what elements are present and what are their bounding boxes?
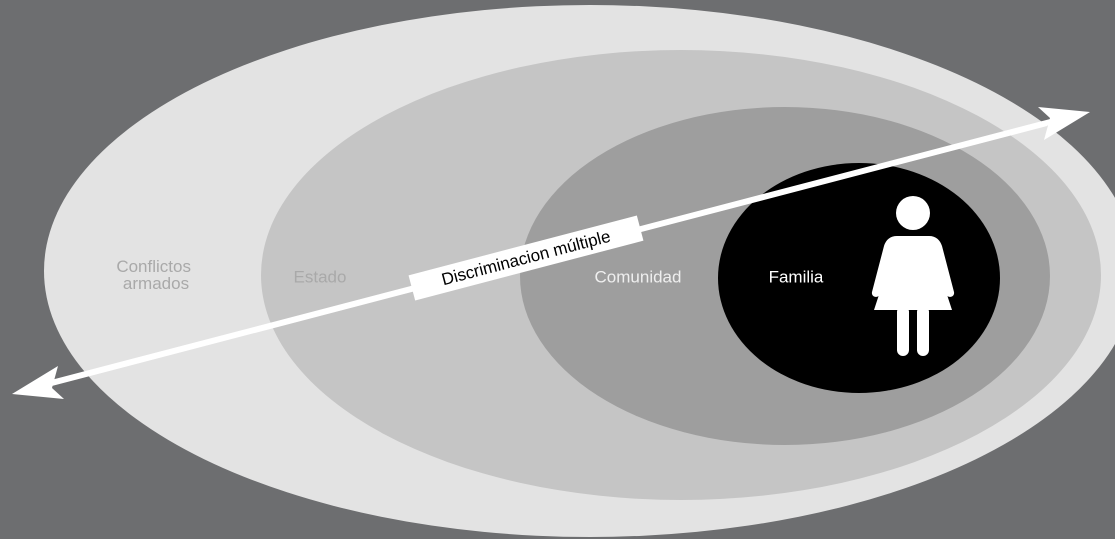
layer-familia (718, 163, 1000, 393)
layer-label-line: armados (123, 274, 189, 293)
woman-icon (871, 196, 955, 356)
arrow-label-bg (408, 215, 644, 301)
layer-label: Familia (769, 267, 824, 286)
layer-label: Comunidad (595, 267, 682, 286)
layer-label: Estado (294, 267, 347, 286)
arrow-head (12, 366, 64, 399)
layer-label: Conflictos armados (116, 257, 195, 293)
arrow-head (1038, 107, 1090, 140)
layer-label-line: Conflictos (116, 257, 191, 276)
